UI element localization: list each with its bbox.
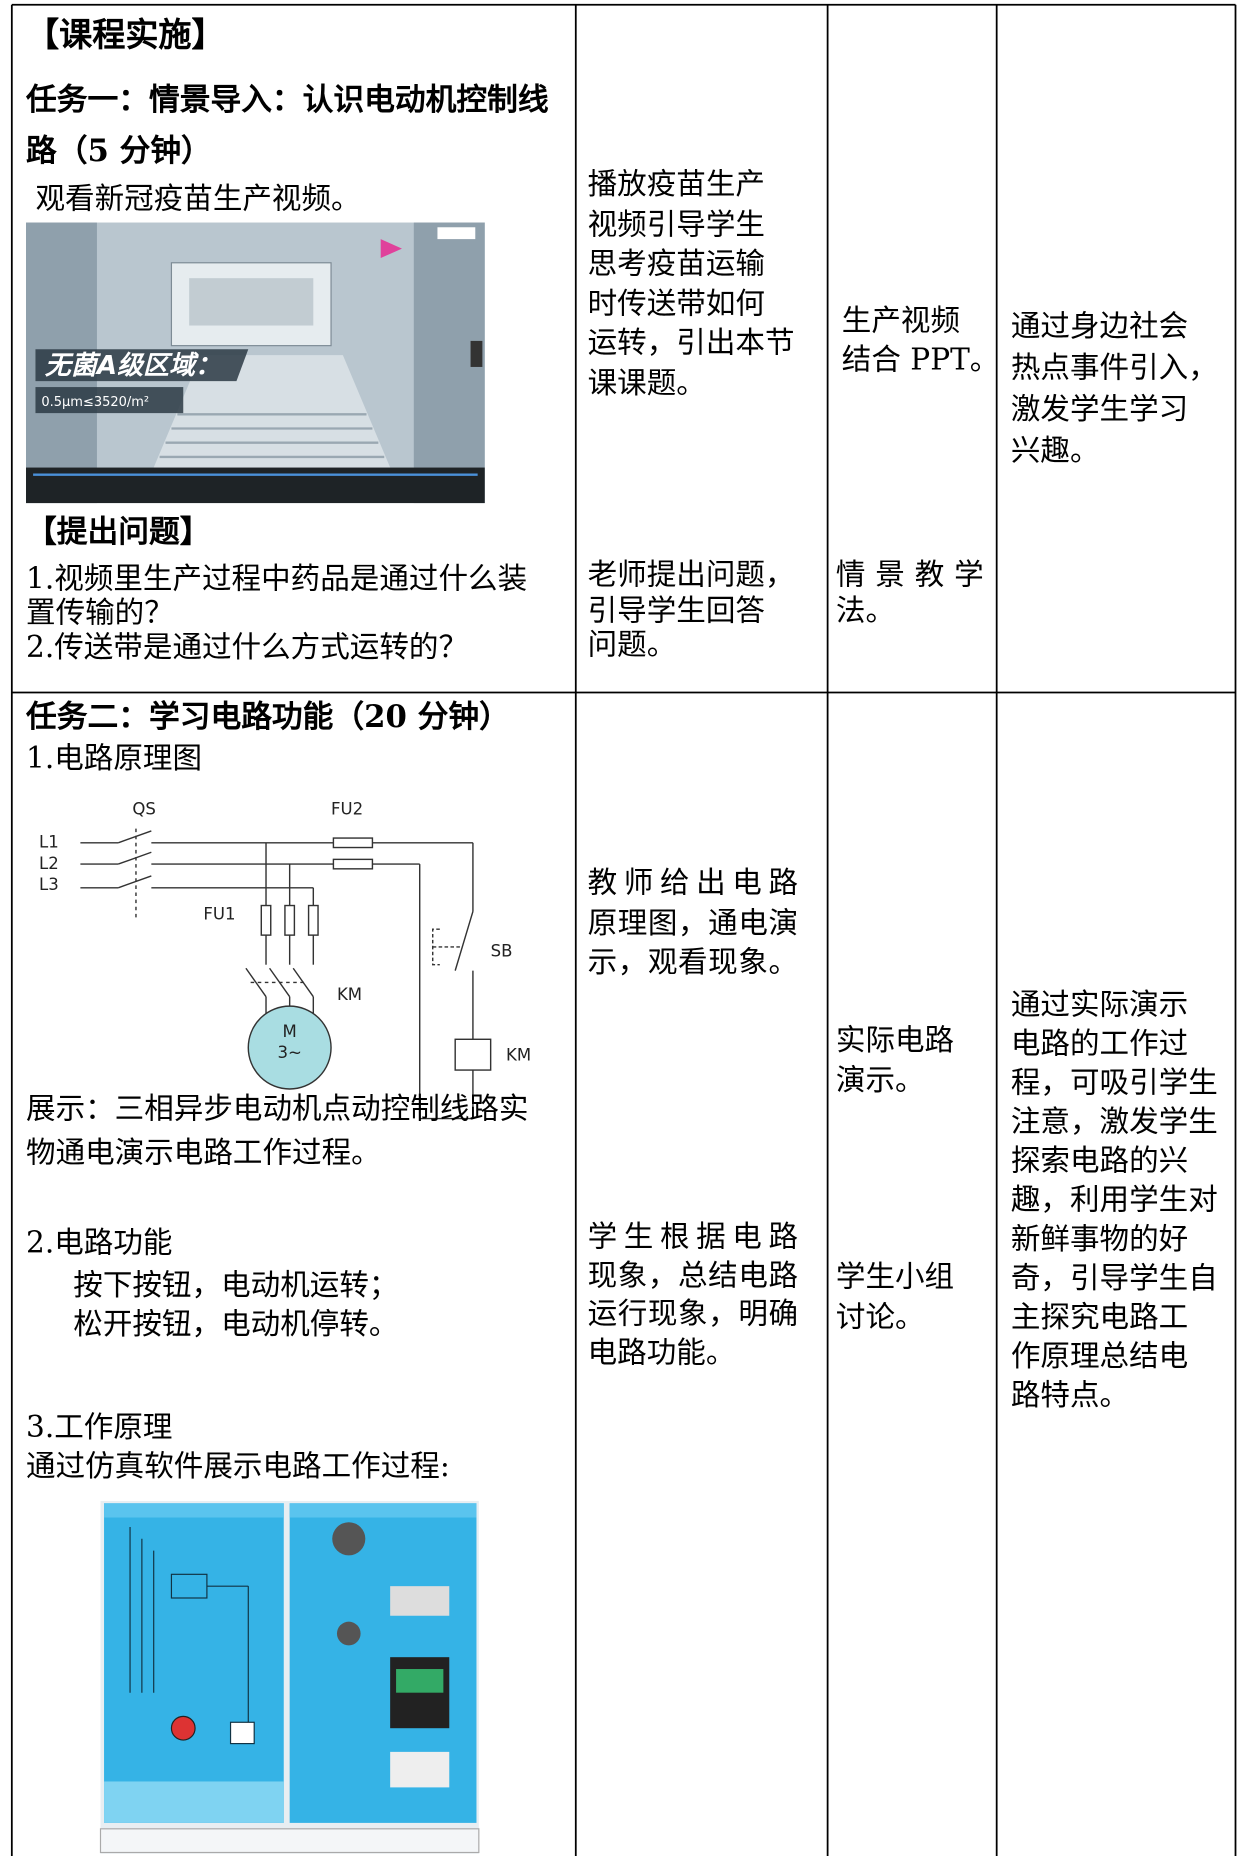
circuit-label: KM [506,1046,531,1065]
teacher-activity: 时传送带如何 [587,285,765,321]
task-title: 路（5 分钟） [26,133,212,170]
teacher-activity: 播放疫苗生产 [587,166,765,202]
design-intent: 新鲜事物的好 [1010,1221,1189,1256]
teacher-activity: 运转，引出本节 [587,325,795,360]
design-intent: 主探究电路工 [1010,1299,1189,1335]
circuit-label: L2 [39,854,59,873]
circuit-labels: QS FU2 L1 L2 L3 FU1 SB KM KM M 3~ [39,799,531,1064]
design-intent: 通过身边社会 [1010,308,1189,344]
task-text: 通过仿真软件展示电路工作过程: [26,1448,450,1484]
circuit-label: L1 [39,833,59,852]
circuit-label: KM [337,985,362,1004]
simulation-screenshot [99,1500,480,1854]
student-activity: 结合 PPT。 [841,342,1000,377]
video-frame: 无菌A级区域： 0.5μm≤3520/m² [26,222,485,504]
task-text: 3.工作原理 [26,1409,173,1445]
student-activity: 演示。 [835,1062,925,1098]
student-activity: 情景教学 [835,557,984,592]
design-intent: 作原理总结电 [1010,1338,1189,1374]
teacher-activity: 老师提出问题， [587,557,795,592]
circuit-label: M [283,1022,297,1041]
task-title: 任务二：学习电路功能（20 分钟） [26,699,510,736]
video-caption: 无菌A级区域： [45,351,221,381]
student-activity: 法。 [835,592,896,627]
student-activity: 生产视频 [841,303,961,338]
circuit-label: L3 [39,875,59,894]
task-text: 松开按钮，电动机停转。 [73,1306,399,1342]
teacher-activity: 课课题。 [587,365,706,400]
question-line: 2.传送带是通过什么方式运转的？ [26,629,469,665]
design-intent: 电路的工作过 [1010,1026,1189,1061]
student-activity: 实际电路 [835,1022,955,1058]
circuit-label: FU1 [203,905,235,924]
question-line: 1.视频里生产过程中药品是通过什么装 [26,561,528,596]
task-text: 2.电路功能 [26,1225,173,1260]
teacher-activity: 运行现象，明确 [587,1296,799,1331]
student-activity: 学生小组 [835,1259,955,1294]
task-text: 展示：三相异步电动机点动控制线路实 [26,1091,529,1126]
design-intent: 程，可吸引学生 [1010,1065,1218,1100]
teacher-activity: 引导学生回答 [587,592,765,627]
student-activity: 讨论。 [835,1299,925,1335]
teacher-activity: 问题。 [587,627,677,662]
task-text: 1.电路原理图 [26,740,203,776]
teacher-activity: 电路功能。 [587,1334,736,1369]
design-intent: 探索电路的兴 [1010,1143,1189,1178]
design-intent: 激发学生学习 [1010,391,1189,427]
teacher-activity: 原理图，通电演 [587,904,799,940]
teacher-activity: 现象，总结电路 [587,1257,799,1293]
teacher-activity: 学生根据电路 [587,1219,799,1254]
design-intent: 兴趣。 [1010,433,1100,468]
teacher-activity: 教师给出电路 [587,865,799,900]
design-intent: 热点事件引入， [1010,350,1218,385]
task-text: 物通电演示电路工作过程。 [26,1135,381,1170]
circuit-label: SB [491,941,513,960]
design-intent: 奇，引导学生自 [1010,1260,1218,1295]
teacher-activity: 思考疫苗运输 [587,246,765,281]
design-intent: 趣，利用学生对 [1010,1182,1218,1217]
circuit-label: QS [132,799,156,818]
task-text: 按下按钮，电动机运转； [73,1267,399,1303]
circuit-label: 3~ [277,1043,301,1062]
section-title: 【课程实施】 [26,15,225,55]
task-text: 观看新冠疫苗生产视频。 [35,181,361,216]
design-intent: 注意，激发学生 [1010,1104,1218,1139]
question-line: 置传输的？ [26,595,174,630]
design-intent: 路特点。 [1010,1377,1130,1413]
table-borders [10,3,1237,1856]
teacher-activity: 示，观看现象。 [587,944,799,979]
section-heading: 【提出问题】 [26,514,211,551]
video-caption: 0.5μm≤3520/m² [41,395,149,410]
task-title: 任务一：情景导入：认识电动机控制线 [26,82,549,119]
teacher-activity: 视频引导学生 [587,206,765,241]
design-intent: 通过实际演示 [1010,987,1189,1022]
circuit-diagram [80,828,492,1120]
circuit-label: FU2 [331,799,363,818]
